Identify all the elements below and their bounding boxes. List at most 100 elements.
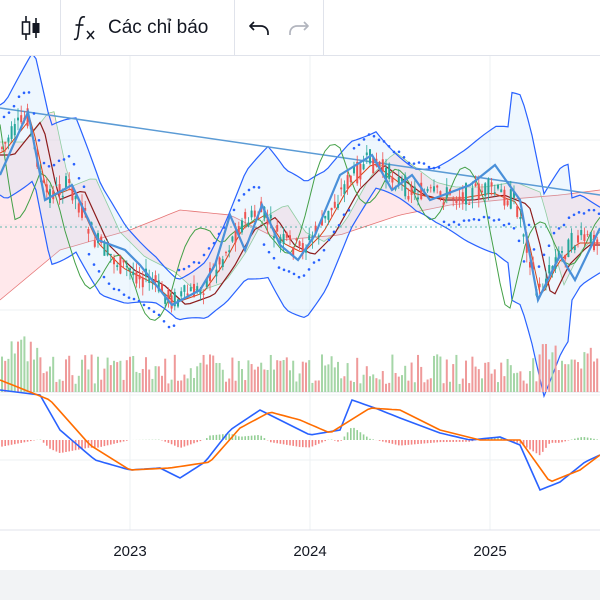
sar-dot [527, 223, 531, 227]
sar-dot [157, 313, 161, 317]
macd-histogram-bar [119, 440, 122, 443]
volume-bar [87, 369, 90, 392]
candle-body [410, 186, 413, 195]
candle-body [333, 201, 336, 208]
volume-bar [29, 341, 32, 392]
macd-histogram-bar [263, 438, 266, 440]
candle-body [481, 190, 483, 193]
macd-histogram-bar [548, 440, 550, 444]
macd-histogram-bar [14, 440, 16, 445]
indicators-button[interactable]: Các chỉ báo [72, 0, 222, 55]
candle-body [180, 291, 183, 297]
macd-histogram-bar [590, 438, 592, 440]
sar-dot [377, 138, 381, 142]
macd-histogram-bar [513, 440, 515, 442]
sar-dot [452, 220, 456, 224]
macd-histogram-bar [577, 437, 579, 440]
chart-area[interactable]: 2023 2024 2025 [0, 56, 600, 570]
candle-body [20, 115, 23, 123]
toolbar-divider [323, 0, 324, 55]
sar-dot [97, 270, 101, 273]
candle-body [429, 187, 432, 189]
sar-dot [517, 239, 521, 243]
macd-histogram-bar [561, 440, 563, 443]
sar-dot [327, 238, 331, 242]
volume-bar [561, 360, 563, 392]
sar-dot [462, 219, 466, 222]
macd-histogram-bar [292, 440, 294, 446]
candle-body [548, 264, 551, 274]
volume-bar [161, 375, 163, 392]
macd-histogram-bar [190, 440, 192, 445]
sar-dot [352, 146, 356, 150]
volume-bar [141, 368, 144, 392]
volume-bar [337, 361, 339, 392]
undo-button[interactable] [242, 0, 276, 55]
sar-dot [332, 230, 336, 234]
candle-body [426, 188, 429, 192]
volume-bar [17, 341, 19, 392]
chart-type-button[interactable] [10, 0, 52, 55]
volume-bar [193, 377, 195, 392]
sar-dot [142, 303, 146, 307]
volume-bar [314, 380, 317, 392]
macd-histogram-bar [30, 440, 32, 442]
indicator-lines [0, 118, 600, 321]
bottom-bar [0, 570, 600, 600]
macd-histogram-bar [196, 440, 198, 443]
macd-histogram-bar [295, 440, 298, 447]
volume-bar [356, 357, 359, 392]
macd-histogram-bar [218, 434, 221, 440]
volume-bar [164, 358, 167, 392]
macd-histogram-bar [388, 440, 390, 444]
macd-histogram-bar [308, 440, 310, 448]
candle-body [61, 195, 64, 198]
volume-bar [497, 382, 499, 392]
macd-histogram-bar [81, 440, 83, 449]
volume-bar [257, 366, 259, 392]
macd-histogram-bar [58, 440, 61, 453]
macd-histogram-bar [23, 440, 26, 443]
macd-histogram-bar [458, 440, 461, 442]
candle-body [42, 180, 45, 183]
macd-histogram-bar [564, 440, 566, 442]
chart-canvas[interactable]: 2023 2024 2025 [0, 56, 600, 570]
candle-body [58, 184, 61, 196]
macd-histogram-bar [452, 440, 454, 442]
candle-body [509, 189, 512, 209]
macd-histogram-bar [4, 440, 6, 446]
macd-line [0, 389, 600, 492]
volume-bar [228, 378, 231, 392]
sar-dot [567, 216, 571, 220]
candle-body [577, 235, 579, 243]
redo-button[interactable] [282, 0, 316, 55]
candle-body [77, 203, 80, 213]
sar-dot [347, 208, 351, 212]
volume-bar [52, 356, 55, 392]
candle-body [596, 239, 599, 245]
candle-body [551, 266, 554, 270]
zigzag [0, 108, 600, 307]
candle-body [122, 259, 125, 263]
volume-bar [266, 369, 269, 392]
sar-dot [2, 115, 6, 119]
volume-bar [23, 336, 26, 392]
volume-bar [10, 341, 13, 392]
sar-dot [232, 208, 236, 212]
sar-dot [12, 104, 16, 108]
candle-body [65, 176, 67, 188]
sar-dot [507, 222, 511, 226]
candle-body [340, 187, 343, 190]
volume-bar [170, 379, 173, 392]
sar-dot [322, 248, 326, 252]
signal-line [0, 379, 600, 483]
sar-dot [437, 166, 441, 169]
volume-bar [385, 383, 387, 392]
macd-histogram-bar [84, 440, 86, 449]
volume-bar [394, 372, 397, 392]
volume-bar [295, 381, 298, 392]
macd-histogram-bar [529, 440, 531, 450]
sar-dot [367, 133, 371, 136]
time-axis: 2023 2024 2025 [113, 543, 506, 560]
sar-dot [292, 272, 296, 276]
